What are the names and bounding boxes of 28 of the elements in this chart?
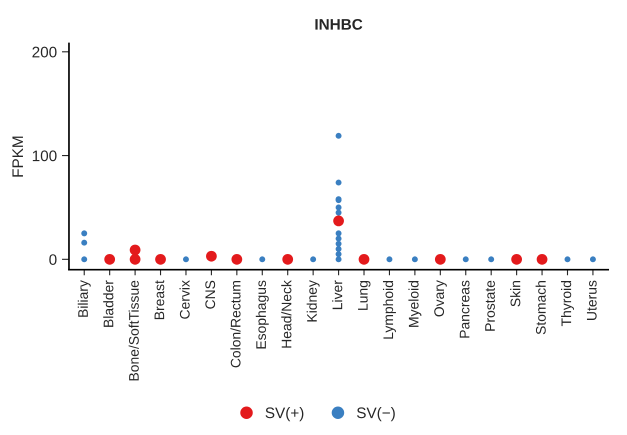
x-tick-label: Esophagus bbox=[256, 280, 269, 348]
x-tick-label: Lymphoid bbox=[382, 281, 396, 339]
x-tick-label: Prostate bbox=[485, 280, 495, 331]
x-tick-label: Stomach bbox=[536, 281, 546, 334]
legend-label: SV(+) bbox=[266, 407, 304, 422]
y-tick-label: 200 bbox=[32, 46, 57, 58]
x-tick-label: Lung bbox=[358, 281, 370, 310]
x-tick-label: CNS bbox=[205, 280, 216, 309]
x-tick-label: Biliary bbox=[78, 280, 91, 317]
x-tick-label: Cervix bbox=[179, 280, 190, 319]
x-tick-label: Kidney bbox=[306, 280, 320, 322]
x-tick-label: Liver bbox=[332, 280, 342, 310]
x-tick-label: Myeloid bbox=[408, 281, 422, 327]
x-tick-label: Head/Neck bbox=[281, 280, 292, 348]
x-tick-label: Colon/Rectum bbox=[230, 281, 241, 368]
chart-title: INHBC bbox=[315, 18, 362, 30]
x-tick-label: Bone/SoftTissue bbox=[128, 280, 139, 380]
x-tick-label: Skin bbox=[510, 281, 520, 307]
x-tick-label: Uterus bbox=[586, 280, 597, 320]
x-tick-label: Pancreas bbox=[460, 280, 470, 338]
y-tick-label: 100 bbox=[32, 150, 57, 162]
y-axis-title: FPKM bbox=[12, 136, 23, 177]
x-tick-label: Breast bbox=[154, 280, 164, 320]
x-tick-label: Thyroid bbox=[561, 281, 574, 326]
y-tick-label: 0 bbox=[49, 254, 57, 266]
x-tick-label: Ovary bbox=[434, 280, 447, 316]
legend-label: SV(−) bbox=[356, 407, 395, 422]
x-tick-label: Bladder bbox=[103, 280, 114, 327]
